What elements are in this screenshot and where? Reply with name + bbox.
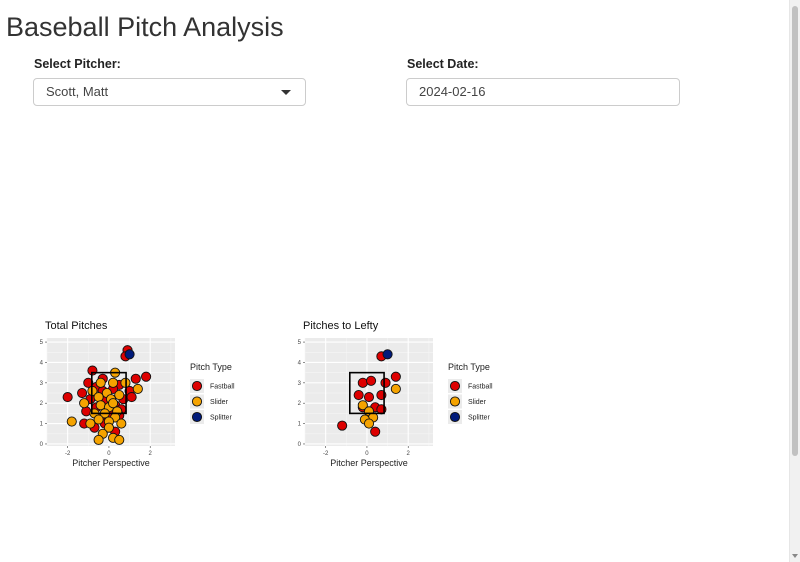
vertical-scrollbar[interactable] bbox=[789, 0, 800, 562]
pitch-point-fastball bbox=[77, 387, 88, 399]
date-label: Select Date: bbox=[407, 57, 479, 71]
legend-title: Pitch Type bbox=[448, 362, 490, 372]
pitch-point-slider bbox=[66, 416, 77, 427]
pitch-point-fastball bbox=[130, 373, 141, 384]
y-tick-label: 1 bbox=[298, 422, 302, 428]
pitcher-select[interactable]: Scott, Matt bbox=[33, 78, 306, 106]
pitch-point-fastball bbox=[141, 371, 152, 382]
pitch-point-fastball bbox=[126, 392, 137, 403]
date-input[interactable]: 2024-02-16 bbox=[406, 78, 680, 106]
pitch-point-fastball bbox=[380, 377, 391, 388]
y-tick-label: 5 bbox=[40, 340, 44, 346]
legend-title: Pitch Type bbox=[190, 362, 232, 372]
pitch-point-splitter bbox=[382, 349, 393, 360]
y-tick-label: 2 bbox=[40, 401, 44, 407]
y-tick-label: 4 bbox=[40, 360, 44, 366]
chart-pitches-to-lefty: Pitches to Lefty -2 0 2 0 1 2 3 4 5 Pitcher Perspe… bbox=[298, 320, 493, 468]
legend-label: Fastball bbox=[210, 384, 235, 391]
pitch-point-slider bbox=[95, 377, 106, 388]
pitch-point-slider bbox=[114, 434, 125, 445]
pitch-point-slider bbox=[93, 392, 104, 403]
x-axis-label: Pitcher Perspective bbox=[72, 458, 150, 468]
scroll-down-arrow-icon[interactable] bbox=[792, 554, 798, 558]
legend-marker-fastball bbox=[191, 380, 203, 392]
x-tick-label: -2 bbox=[65, 451, 71, 457]
pitch-point-slider bbox=[103, 422, 114, 433]
pitch-point-slider bbox=[357, 400, 368, 411]
pitch-point-slider bbox=[114, 390, 125, 401]
legend-marker-splitter bbox=[191, 411, 203, 423]
x-axis-label: Pitcher Perspective bbox=[330, 458, 408, 468]
legend-marker-slider bbox=[449, 396, 461, 407]
pitcher-select-value: Scott, Matt bbox=[46, 84, 109, 99]
date-input-value: 2024-02-16 bbox=[419, 84, 486, 99]
strike-zone bbox=[91, 371, 127, 415]
legend-marker-splitter bbox=[449, 411, 461, 423]
y-tick-label: 4 bbox=[298, 360, 302, 366]
pitch-point-slider bbox=[132, 383, 143, 394]
pitch-point-fastball bbox=[337, 420, 348, 431]
x-tick-label: 2 bbox=[407, 451, 411, 457]
pitch-point-fastball bbox=[363, 392, 375, 403]
plot-panel bbox=[305, 338, 433, 446]
legend-marker-slider bbox=[191, 396, 203, 407]
pitch-point-slider bbox=[93, 434, 104, 445]
strike-zone bbox=[349, 371, 385, 415]
pitch-point-fastball bbox=[390, 371, 401, 382]
pitch-point-fastball bbox=[366, 375, 377, 386]
y-tick-label: 3 bbox=[298, 381, 302, 387]
legend-label: Slider bbox=[468, 399, 487, 406]
y-tick-label: 1 bbox=[40, 422, 44, 428]
pitch-point-fastball bbox=[370, 426, 381, 437]
y-tick-label: 2 bbox=[298, 401, 302, 407]
pitcher-label: Select Pitcher: bbox=[34, 57, 121, 71]
pitch-point-slider bbox=[93, 414, 104, 425]
x-tick-label: 0 bbox=[107, 451, 111, 457]
x-tick-label: 0 bbox=[365, 451, 369, 457]
chart-total-pitches: Total Pitches -2 0 2 0 1 2 3 4 5 Pitcher Perspecti… bbox=[40, 320, 235, 468]
chart-title: Pitches to Lefty bbox=[303, 320, 379, 332]
pitch-point-fastball bbox=[353, 390, 364, 401]
pitch-point-slider bbox=[116, 418, 127, 429]
y-tick-label: 3 bbox=[40, 381, 44, 387]
pitch-point-slider bbox=[79, 398, 90, 409]
x-tick-label: 2 bbox=[149, 451, 153, 457]
legend-label: Fastball bbox=[468, 384, 493, 391]
pitch-point-slider bbox=[390, 383, 401, 394]
legend-marker-fastball bbox=[449, 380, 461, 392]
pitch-point-slider bbox=[85, 418, 96, 429]
legend-label: Splitter bbox=[210, 415, 232, 422]
y-tick-label: 5 bbox=[298, 340, 302, 346]
y-tick-label: 0 bbox=[298, 442, 302, 448]
pitch-point-fastball bbox=[62, 392, 73, 403]
chart-title: Total Pitches bbox=[45, 320, 108, 332]
pitch-point-slider bbox=[108, 398, 119, 409]
pitch-point-splitter bbox=[124, 349, 135, 360]
pitch-point-fastball bbox=[357, 377, 368, 388]
scrollbar-thumb[interactable] bbox=[792, 6, 798, 456]
x-tick-label: -2 bbox=[323, 451, 329, 457]
legend-label: Splitter bbox=[468, 415, 490, 422]
page-title: Baseball Pitch Analysis bbox=[6, 12, 284, 42]
pitch-point-slider bbox=[108, 377, 119, 388]
legend-label: Slider bbox=[210, 399, 229, 406]
pitch-point-fastball bbox=[83, 377, 94, 388]
chevron-down-icon bbox=[281, 90, 291, 95]
pitch-point-slider bbox=[363, 418, 375, 429]
y-tick-label: 0 bbox=[40, 442, 44, 448]
pitch-point-fastball bbox=[81, 406, 92, 417]
